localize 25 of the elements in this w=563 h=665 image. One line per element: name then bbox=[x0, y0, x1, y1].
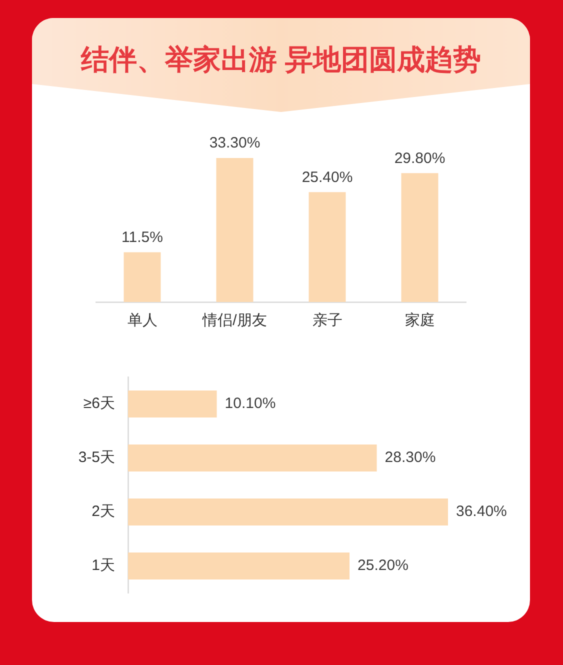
bar bbox=[216, 158, 254, 302]
data-label: 33.30% bbox=[209, 134, 260, 152]
y-tick-label: ≥6天 bbox=[83, 395, 115, 412]
bar bbox=[401, 173, 438, 302]
bar bbox=[128, 444, 377, 472]
x-tick-label: 家庭 bbox=[404, 312, 435, 330]
chart-title: 结伴、举家出游 异地团圆成趋势 bbox=[80, 43, 482, 77]
x-tick-label: 亲子 bbox=[312, 312, 342, 330]
data-label: 36.40% bbox=[456, 503, 507, 520]
x-tick-label: 情侣/朋友 bbox=[202, 312, 267, 330]
x-tick-label: 单人 bbox=[127, 312, 158, 330]
y-tick-label: 1天 bbox=[92, 557, 115, 574]
y-tick-label: 2天 bbox=[92, 503, 115, 520]
bar bbox=[128, 552, 350, 580]
data-label: 28.30% bbox=[384, 449, 436, 466]
bar bbox=[124, 252, 161, 302]
data-label: 25.40% bbox=[302, 168, 353, 186]
bar bbox=[128, 390, 217, 418]
bar bbox=[128, 498, 448, 526]
data-label: 25.20% bbox=[358, 557, 408, 574]
y-tick-label: 3-5天 bbox=[78, 449, 115, 466]
data-label: 10.10% bbox=[224, 395, 276, 412]
data-label: 29.80% bbox=[394, 150, 446, 167]
data-label: 11.5% bbox=[122, 228, 163, 246]
bar bbox=[308, 192, 346, 302]
